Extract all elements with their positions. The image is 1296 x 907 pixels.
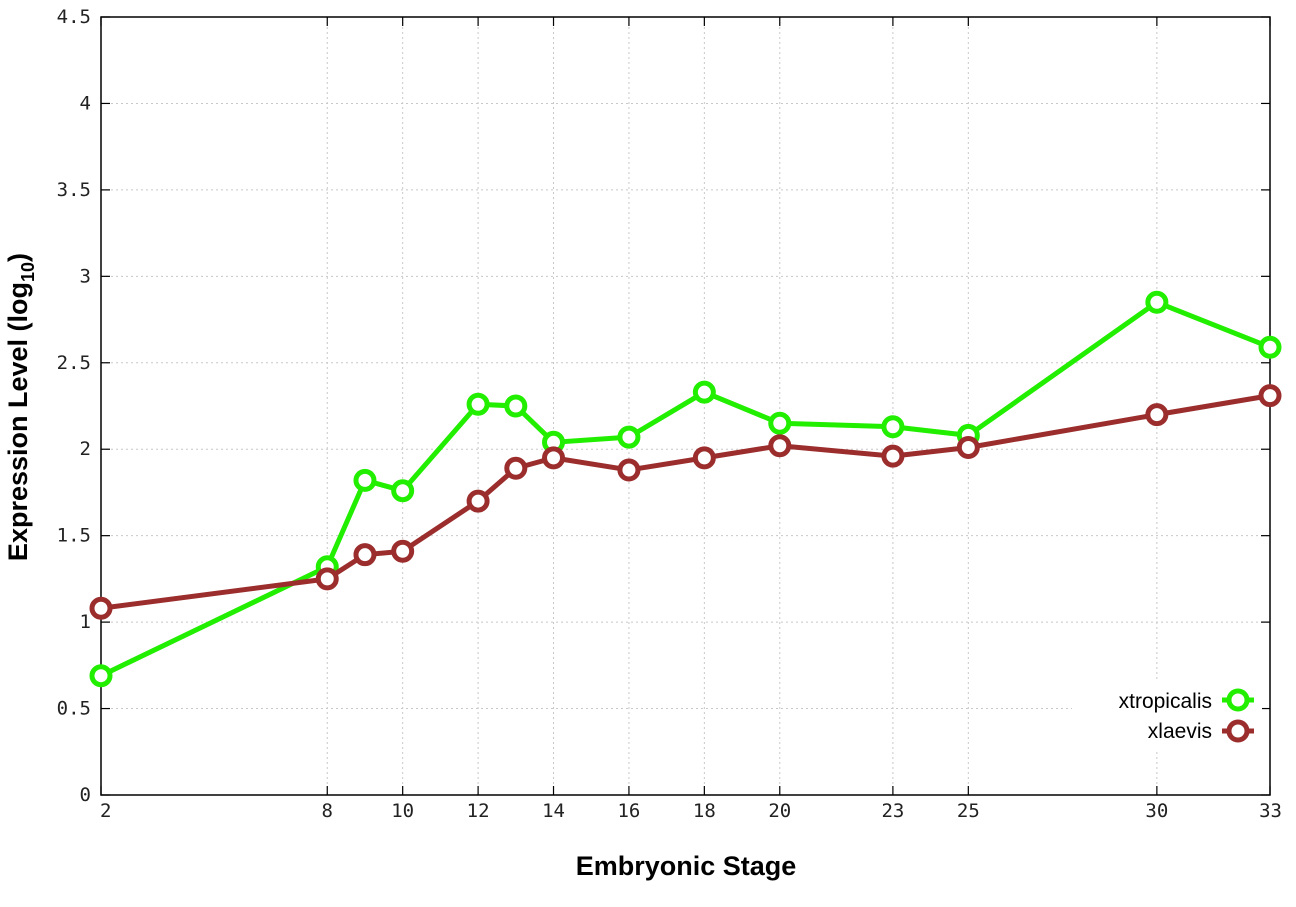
data-point-xlaevis (466, 489, 490, 513)
data-point-xlaevis (768, 434, 792, 458)
axis-ticks: 0 0.5 1 1.5 2 2.5 3 3.5 4 4.5 2 8 10 12 14 16 18 20 23 25 30… (57, 6, 1282, 822)
legend-label-xtropicalis: xtropicalis (1119, 690, 1212, 713)
legend: xtropicalis xlaevis (1072, 681, 1262, 751)
x-axis-title: Embryonic Stage (576, 851, 797, 881)
data-point-xtropicalis (1145, 290, 1169, 314)
data-point-xtropicalis (617, 425, 641, 449)
legend-label-xlaevis: xlaevis (1148, 720, 1212, 743)
y-tick-label: 3.5 (57, 179, 91, 201)
data-point-xlaevis (504, 456, 528, 480)
data-point-xlaevis (353, 543, 377, 567)
y-axis-title-main: Expression Level (log (3, 282, 33, 561)
x-tick-label: 18 (693, 800, 716, 822)
legend-entry-xtropicalis: xtropicalis (1119, 688, 1254, 713)
y-axis-title-subscript: 10 (18, 262, 38, 282)
x-tick-label: 8 (322, 800, 333, 822)
y-tick-label: 4.5 (57, 6, 91, 28)
data-point-xlaevis (617, 458, 641, 482)
data-point-xlaevis (315, 567, 339, 591)
legend-marker-xtropicalis (1226, 688, 1250, 712)
data-point-xtropicalis (391, 479, 415, 503)
x-tick-label: 14 (542, 800, 565, 822)
x-tick-label: 10 (391, 800, 414, 822)
y-axis-title: Expression Level (log10) (3, 253, 38, 561)
y-tick-label: 0.5 (57, 698, 91, 720)
x-tick-label: 25 (957, 800, 980, 822)
legend-marker-xlaevis (1226, 719, 1250, 743)
y-tick-label: 0 (80, 784, 91, 806)
x-tick-label: 33 (1259, 800, 1282, 822)
data-point-xlaevis (881, 444, 905, 468)
data-point-xlaevis (1145, 403, 1169, 427)
y-tick-label: 2 (80, 438, 91, 460)
data-point-xtropicalis (1258, 335, 1282, 359)
data-point-xlaevis (391, 539, 415, 563)
data-point-xtropicalis (692, 380, 716, 404)
y-tick-label: 1 (80, 611, 91, 633)
x-tick-label: 23 (881, 800, 904, 822)
y-tick-label: 4 (80, 92, 91, 114)
x-tick-label: 2 (100, 800, 111, 822)
data-point-xtropicalis (504, 394, 528, 418)
data-point-xlaevis (956, 435, 980, 459)
data-point-xlaevis (692, 446, 716, 470)
y-tick-label: 3 (80, 265, 91, 287)
data-point-xtropicalis (881, 415, 905, 439)
x-tick-label: 16 (617, 800, 640, 822)
data-point-xlaevis (89, 596, 113, 620)
x-tick-label: 20 (768, 800, 791, 822)
y-tick-label: 2.5 (57, 352, 91, 374)
data-point-xlaevis (542, 446, 566, 470)
x-tick-label: 12 (467, 800, 490, 822)
data-point-xtropicalis (768, 411, 792, 435)
data-point-xtropicalis (353, 468, 377, 492)
data-point-xlaevis (1258, 384, 1282, 408)
series-group (89, 290, 1282, 688)
x-tick-label: 30 (1145, 800, 1168, 822)
data-point-xtropicalis (89, 664, 113, 688)
data-point-xtropicalis (466, 392, 490, 416)
y-axis-title-close: ) (3, 253, 33, 262)
y-tick-label: 1.5 (57, 525, 91, 547)
legend-entry-xlaevis: xlaevis (1148, 719, 1254, 743)
